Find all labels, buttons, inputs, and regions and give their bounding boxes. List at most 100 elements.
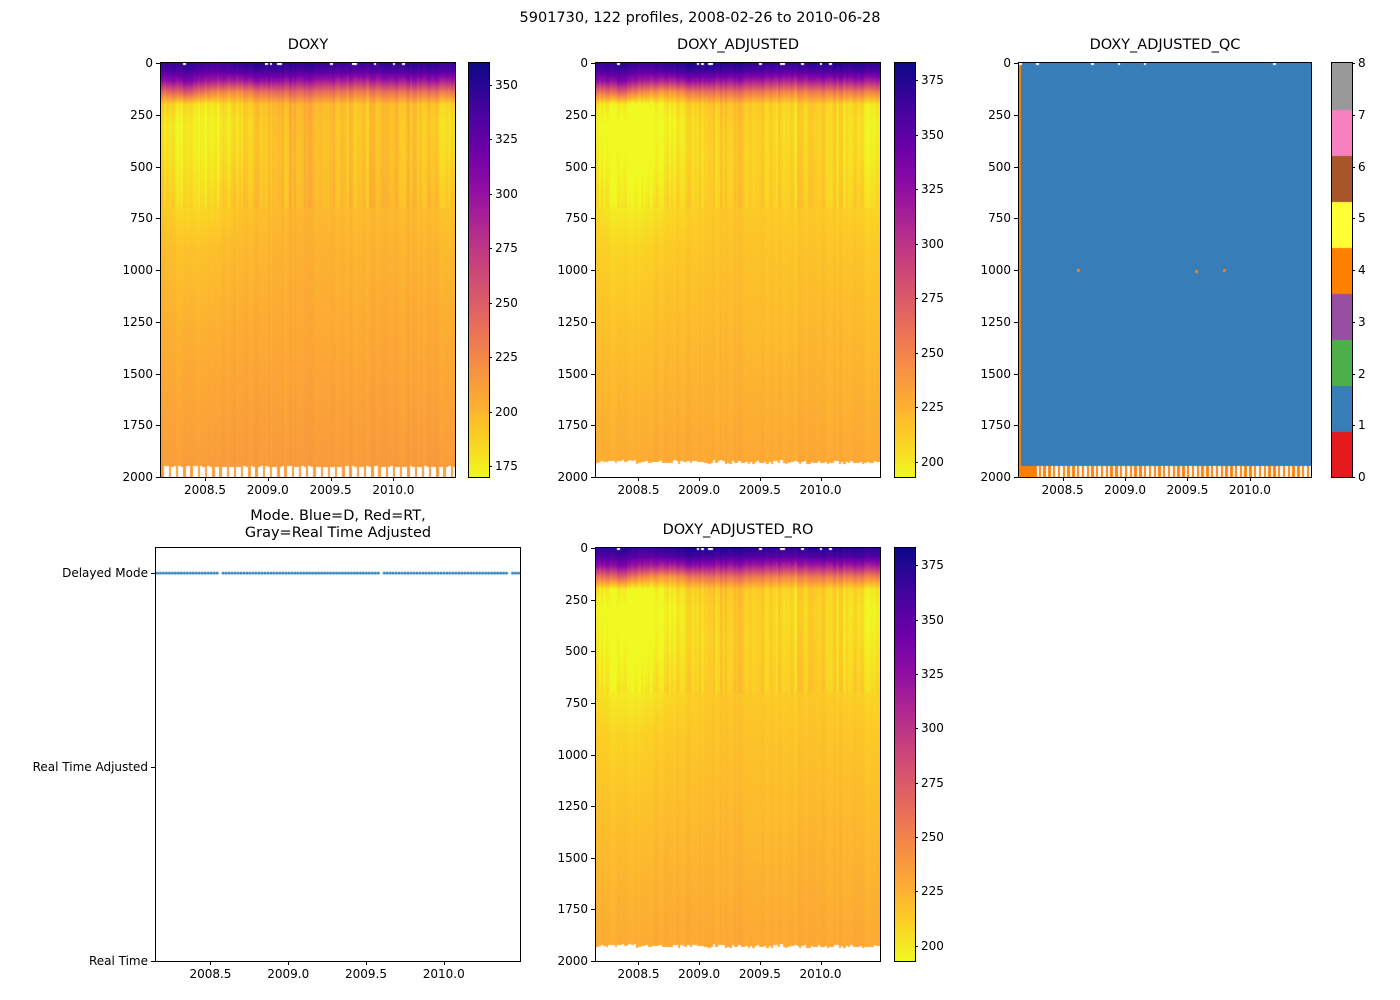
colorbar-tick-mark <box>489 466 492 468</box>
y-tick-mark <box>151 573 155 575</box>
colorbar-tick-mark <box>915 298 918 300</box>
x-tick-label: 2008.5 <box>617 483 660 497</box>
colorbar-tick-mark <box>915 619 918 621</box>
colorbar-tick-label: 200 <box>921 938 944 953</box>
colorbar-tick-label: 225 <box>921 884 944 899</box>
y-tick-label: 500 <box>130 159 153 174</box>
y-tick-mark <box>156 425 160 427</box>
y-tick-label: 500 <box>988 159 1011 174</box>
colorbar-tick-label: 375 <box>921 558 944 573</box>
y-category-label: Delayed Mode <box>62 566 148 581</box>
x-tick-label: 2009.0 <box>246 483 289 497</box>
y-tick-mark <box>156 477 160 478</box>
y-tick-mark <box>591 373 595 375</box>
y-tick-label: 500 <box>565 644 588 659</box>
y-tick-label: 0 <box>580 541 588 555</box>
subplot-doxy-adjusted-ro: DOXY_ADJUSTED_RO 2008.5 2009.0 2009.5 2010.… <box>557 522 881 980</box>
colorbar-tick-label: 200 <box>495 404 518 419</box>
x-tick-mark <box>759 477 761 481</box>
y-category-label: Real Time Adjusted <box>32 760 148 775</box>
y-tick-mark <box>591 218 595 220</box>
y-tick-label: 2000 <box>980 470 1011 484</box>
y-tick-label: 0 <box>1003 56 1011 70</box>
colorbar-doxy-canvas <box>469 63 489 477</box>
colorbar-doxy-adjusted-ro-canvas <box>895 548 915 961</box>
y-tick-label: 500 <box>565 159 588 174</box>
colorbar-tick-mark <box>489 193 492 195</box>
colorbar-tick-label: 1 <box>1358 418 1366 433</box>
x-tick-mark <box>820 961 822 965</box>
y-tick-label: 1250 <box>980 314 1011 329</box>
x-tick-label: 2009.0 <box>267 967 310 981</box>
colorbar-tick-mark <box>915 80 918 82</box>
y-tick-label: 2000 <box>122 470 153 484</box>
colorbar-tick-mark <box>915 782 918 784</box>
y-tick-label: 1750 <box>557 902 588 917</box>
colorbar-tick-mark <box>1352 477 1355 478</box>
x-tick-mark <box>366 961 367 965</box>
doxy-adjusted-heatmap-canvas <box>596 63 880 477</box>
y-tick-label: 1250 <box>557 314 588 329</box>
colorbar-tick-mark <box>915 837 918 839</box>
colorbar-tick-label: 250 <box>921 345 944 360</box>
colorbar-tick-label: 5 <box>1358 211 1366 226</box>
colorbar-tick-label: 3 <box>1358 314 1366 329</box>
colorbar-tick-label: 0 <box>1358 470 1366 484</box>
colorbar-doxy-adjusted-canvas <box>895 63 915 477</box>
doxy-adjusted-ro-heatmap-canvas <box>596 548 880 961</box>
y-tick-mark <box>1014 63 1018 64</box>
colorbar-tick-mark <box>915 565 918 567</box>
y-tick-mark <box>156 218 160 220</box>
y-tick-label: 250 <box>130 107 153 122</box>
y-tick-mark <box>591 702 595 704</box>
x-tick-mark <box>204 477 206 481</box>
y-tick-mark <box>156 373 160 375</box>
colorbar-tick-label: 325 <box>921 182 944 197</box>
colorbar-tick-mark <box>1352 321 1355 323</box>
y-tick-mark <box>591 321 595 323</box>
plot-title-mode: Mode. Blue=D, Red=RT, Gray=Real Time Adj… <box>126 508 550 542</box>
x-tick-mark <box>210 961 212 965</box>
y-tick-label: 1750 <box>557 418 588 433</box>
colorbar-tick-mark <box>1352 373 1355 375</box>
subplot-doxy-adjusted-qc: DOXY_ADJUSTED_QC 2008.5 2009.0 2009.5 2010.… <box>980 37 1312 496</box>
y-tick-label: 750 <box>565 695 588 710</box>
doxy-adjusted-qc-heatmap-canvas <box>1019 63 1311 477</box>
y-tick-mark <box>1014 373 1018 375</box>
colorbar-doxy: 175 200 225 250 275 300 325 350 <box>468 62 518 478</box>
colorbar-tick-label: 8 <box>1358 56 1366 70</box>
y-tick-label: 750 <box>130 211 153 226</box>
y-tick-mark <box>1014 270 1018 271</box>
y-tick-label: 250 <box>565 107 588 122</box>
y-tick-mark <box>156 321 160 323</box>
x-tick-mark <box>820 477 822 481</box>
y-tick-label: 0 <box>145 56 153 70</box>
y-tick-mark <box>591 548 595 549</box>
x-tick-label: 2008.5 <box>1041 483 1084 497</box>
y-tick-label: 750 <box>988 211 1011 226</box>
colorbar-tick-label: 2 <box>1358 366 1366 381</box>
y-tick-label: 1500 <box>122 366 153 381</box>
x-tick-label: 2009.0 <box>678 483 721 497</box>
x-tick-mark <box>759 961 761 965</box>
doxy-heatmap-canvas <box>161 63 455 477</box>
colorbar-tick-mark <box>489 411 492 413</box>
y-category-label: Real Time <box>88 954 148 968</box>
subplot-doxy: DOXY 2008.5 2009.0 2009.5 2010.0 0 250 500 750 1… <box>122 37 456 496</box>
x-tick-mark <box>1062 477 1064 481</box>
x-tick-mark <box>699 961 701 965</box>
y-tick-label: 1500 <box>557 366 588 381</box>
colorbar-tick-label: 350 <box>921 612 944 627</box>
x-tick-label: 2009.0 <box>678 967 721 981</box>
y-tick-mark <box>591 114 595 116</box>
colorbar-tick-mark <box>915 891 918 893</box>
y-tick-label: 0 <box>580 56 588 70</box>
y-tick-label: 750 <box>565 211 588 226</box>
y-tick-mark <box>591 961 595 962</box>
y-tick-label: 1000 <box>122 263 153 277</box>
y-tick-label: 1000 <box>557 263 588 277</box>
colorbar-tick-mark <box>489 84 492 86</box>
x-tick-label: 2009.5 <box>345 967 387 981</box>
x-tick-label: 2010.0 <box>422 967 465 981</box>
